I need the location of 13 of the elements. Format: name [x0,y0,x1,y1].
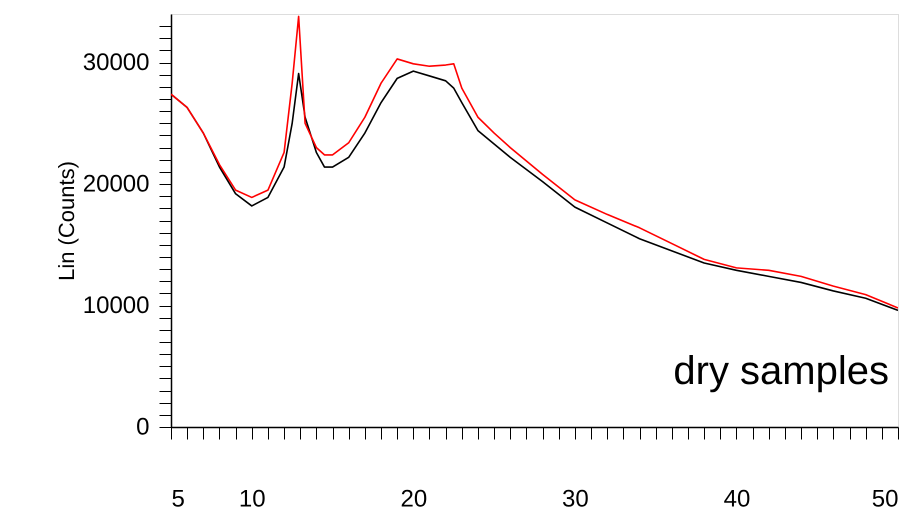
x-tick-label: 5 [172,486,185,512]
y-axis-title: Lin (Counts) [54,161,79,281]
x-tick-label: 10 [238,486,266,512]
x-tick-label: 20 [400,486,428,512]
x-tick-label: 30 [562,486,589,512]
y-tick-label: 10000 [82,292,150,320]
line-series [171,16,898,309]
y-tick-label: 0 [136,414,150,440]
x-tick-label: 50 [872,486,898,512]
x-tick-label: 40 [724,486,750,512]
y-tick-label: 30000 [82,49,150,76]
y-tick-label: 20000 [82,170,150,198]
annotation: dry samples [673,349,889,393]
